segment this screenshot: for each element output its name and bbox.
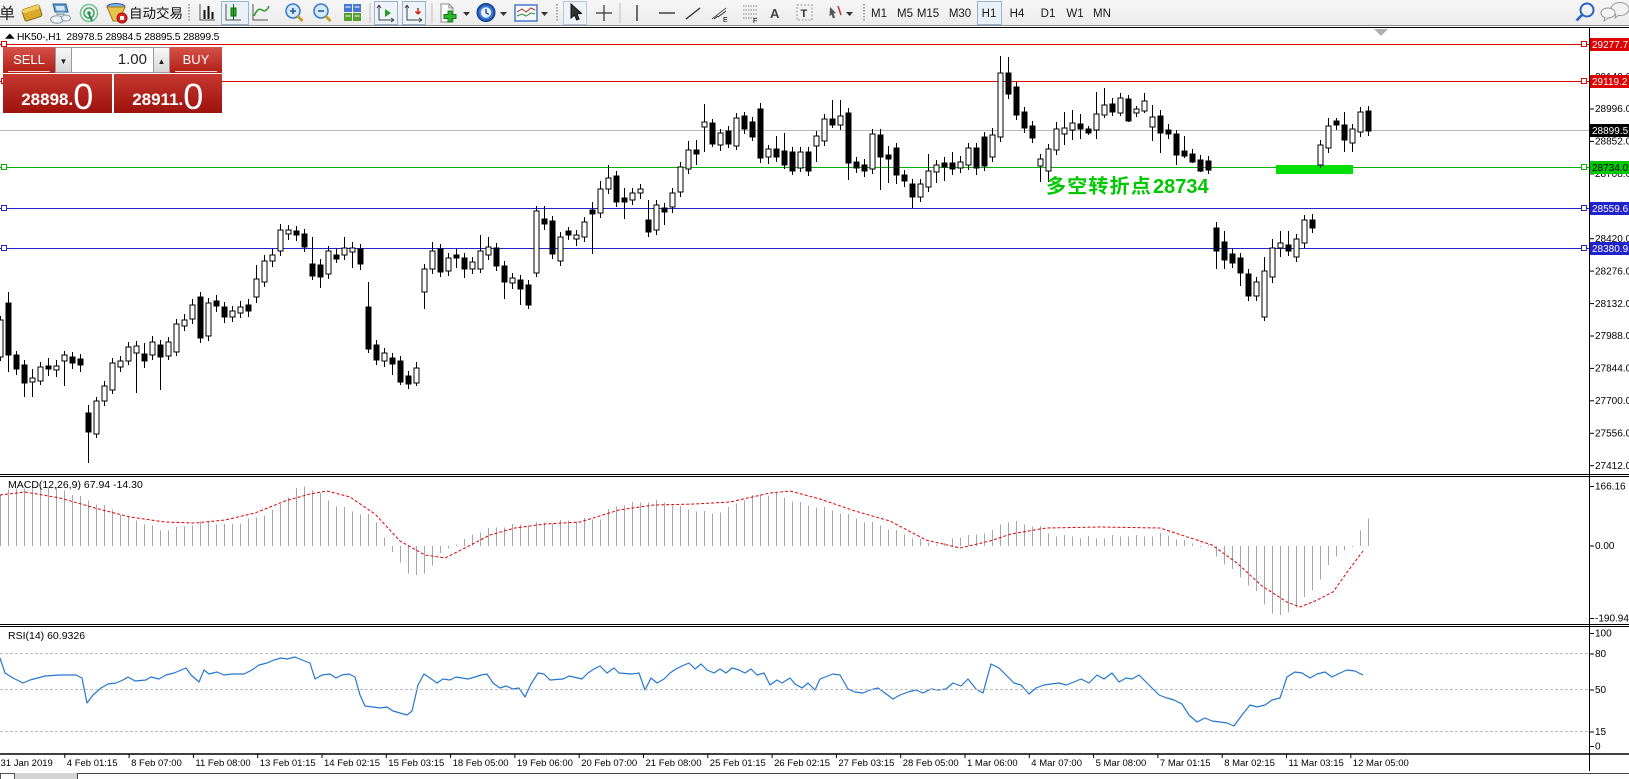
svg-text:HK50-,H1 28978.5 28984.5 2889: HK50-,H1 28978.5 28984.5 28895.5 28899.5 (17, 32, 220, 43)
svg-text:29277.7: 29277.7 (1592, 40, 1629, 51)
svg-text:26 Feb 02:15: 26 Feb 02:15 (774, 758, 830, 769)
svg-text:T: T (801, 8, 808, 20)
svg-text:28996.0: 28996.0 (1595, 104, 1629, 115)
svg-text:28 Feb 05:00: 28 Feb 05:00 (903, 758, 959, 769)
svg-text:11 Mar 03:15: 11 Mar 03:15 (1289, 758, 1344, 769)
svg-text:27700.0: 27700.0 (1595, 396, 1629, 407)
svg-text:28734.0: 28734.0 (1592, 163, 1629, 174)
svg-text:31 Jan 2019: 31 Jan 2019 (1, 758, 53, 769)
svg-text:12 Mar 05:00: 12 Mar 05:00 (1353, 758, 1409, 769)
svg-text:7 Mar 01:15: 7 Mar 01:15 (1160, 758, 1211, 769)
svg-text:28132.0: 28132.0 (1595, 299, 1629, 310)
svg-text:28276.0: 28276.0 (1595, 266, 1629, 277)
svg-text:D1: D1 (1041, 8, 1056, 20)
svg-text:A: A (770, 6, 780, 21)
svg-text:4 Feb 01:15: 4 Feb 01:15 (67, 758, 118, 769)
svg-text:50: 50 (1595, 685, 1607, 696)
svg-text:M30: M30 (949, 8, 971, 20)
svg-text:28734: 28734 (1153, 176, 1209, 198)
svg-text:-190.94: -190.94 (1595, 614, 1629, 625)
svg-text:5 Mar 08:00: 5 Mar 08:00 (1096, 758, 1147, 769)
svg-text:28899.5: 28899.5 (1592, 126, 1629, 137)
svg-text:28420.0: 28420.0 (1595, 234, 1629, 245)
svg-text:28559.6: 28559.6 (1592, 204, 1629, 215)
svg-text:27988.0: 27988.0 (1595, 331, 1629, 342)
svg-text:W1: W1 (1066, 8, 1083, 20)
svg-text:80: 80 (1595, 649, 1607, 660)
svg-text:21 Feb 08:00: 21 Feb 08:00 (646, 758, 702, 769)
svg-text:166.16: 166.16 (1595, 482, 1626, 493)
svg-text:27 Feb 03:15: 27 Feb 03:15 (838, 758, 894, 769)
svg-text:19 Feb 06:00: 19 Feb 06:00 (517, 758, 573, 769)
svg-text:13 Feb 01:15: 13 Feb 01:15 (260, 758, 316, 769)
svg-text:27556.0: 27556.0 (1595, 429, 1629, 440)
svg-text:MN: MN (1093, 8, 1111, 20)
svg-text:29119.2: 29119.2 (1592, 77, 1628, 88)
svg-text:20 Feb 07:00: 20 Feb 07:00 (581, 758, 637, 769)
svg-text:MACD(12,26,9) 67.94 -14.30: MACD(12,26,9) 67.94 -14.30 (8, 479, 143, 491)
svg-text:M15: M15 (917, 8, 939, 20)
svg-text:4 Mar 07:00: 4 Mar 07:00 (1031, 758, 1082, 769)
svg-text:100: 100 (1595, 629, 1612, 640)
svg-text:H1: H1 (982, 8, 997, 20)
svg-text:1 Mar 06:00: 1 Mar 06:00 (967, 758, 1018, 769)
svg-text:28852.0: 28852.0 (1595, 137, 1629, 148)
svg-text:15: 15 (1595, 727, 1607, 738)
svg-text:27844.0: 27844.0 (1595, 364, 1629, 375)
svg-text:28380.9: 28380.9 (1592, 244, 1629, 255)
svg-text:E: E (723, 17, 728, 24)
svg-text:25 Feb 01:15: 25 Feb 01:15 (710, 758, 766, 769)
svg-text:18 Feb 05:00: 18 Feb 05:00 (453, 758, 509, 769)
svg-text:8 Mar 02:15: 8 Mar 02:15 (1224, 758, 1275, 769)
svg-text:15 Feb 03:15: 15 Feb 03:15 (388, 758, 444, 769)
svg-text:0: 0 (1595, 742, 1601, 753)
svg-text:14 Feb 02:15: 14 Feb 02:15 (324, 758, 380, 769)
svg-text:0.00: 0.00 (1595, 541, 1615, 552)
svg-text:28708.0: 28708.0 (1595, 169, 1629, 180)
svg-text:F: F (753, 18, 757, 25)
svg-text:8 Feb 07:00: 8 Feb 07:00 (131, 758, 182, 769)
svg-text:M5: M5 (897, 8, 913, 20)
svg-text:11 Feb 08:00: 11 Feb 08:00 (195, 758, 250, 769)
svg-text:M1: M1 (871, 8, 887, 20)
svg-text:27412.0: 27412.0 (1595, 461, 1629, 472)
svg-text:RSI(14) 60.9326: RSI(14) 60.9326 (8, 630, 85, 642)
svg-text:H4: H4 (1010, 8, 1025, 20)
